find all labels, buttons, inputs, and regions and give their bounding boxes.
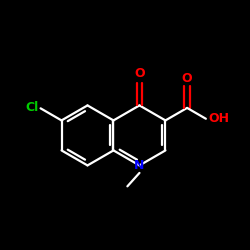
Text: OH: OH bbox=[208, 112, 229, 125]
Text: O: O bbox=[134, 68, 145, 80]
Text: N: N bbox=[134, 159, 145, 172]
Text: Cl: Cl bbox=[25, 101, 38, 114]
Text: O: O bbox=[182, 72, 192, 85]
